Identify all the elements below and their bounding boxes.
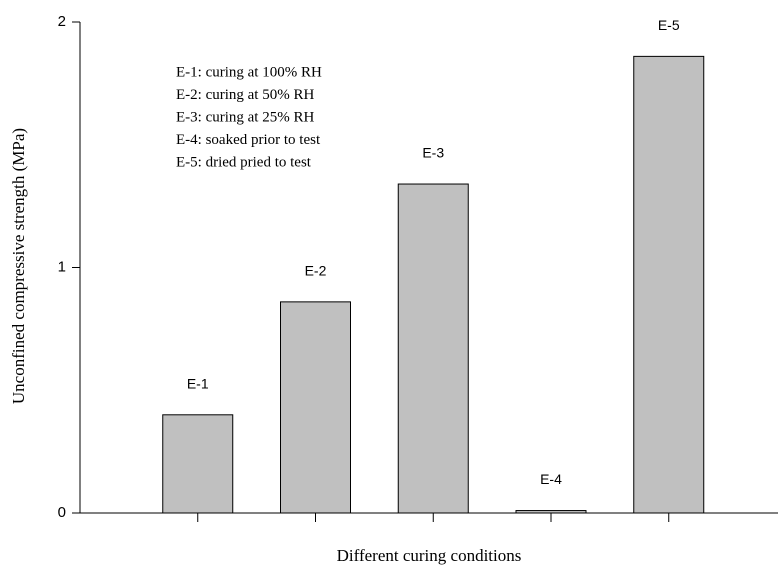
bar bbox=[162, 414, 234, 514]
annotation: E-2: curing at 50% RH bbox=[176, 87, 314, 103]
annotation: E-5: dried pried to test bbox=[176, 154, 312, 170]
bar bbox=[280, 301, 351, 514]
category-label: E-1 bbox=[187, 376, 209, 392]
category-label: E-2 bbox=[305, 263, 327, 279]
bar bbox=[633, 55, 705, 514]
bar bbox=[515, 510, 587, 514]
y-axis-title: Unconfined compressive strength (MPa) bbox=[9, 128, 28, 404]
annotation: E-3: curing at 25% RH bbox=[176, 109, 314, 125]
bar bbox=[397, 183, 469, 514]
annotation: E-1: curing at 100% RH bbox=[176, 64, 322, 80]
category-label: E-5 bbox=[658, 17, 680, 33]
y-tick-label: 0 bbox=[58, 504, 66, 521]
category-label: E-4 bbox=[540, 471, 562, 487]
category-label: E-3 bbox=[422, 145, 444, 161]
y-tick-label: 1 bbox=[58, 258, 66, 275]
annotation: E-4: soaked prior to test bbox=[176, 132, 321, 148]
y-tick-label: 2 bbox=[58, 13, 66, 30]
x-axis-title: Different curing conditions bbox=[337, 546, 522, 565]
